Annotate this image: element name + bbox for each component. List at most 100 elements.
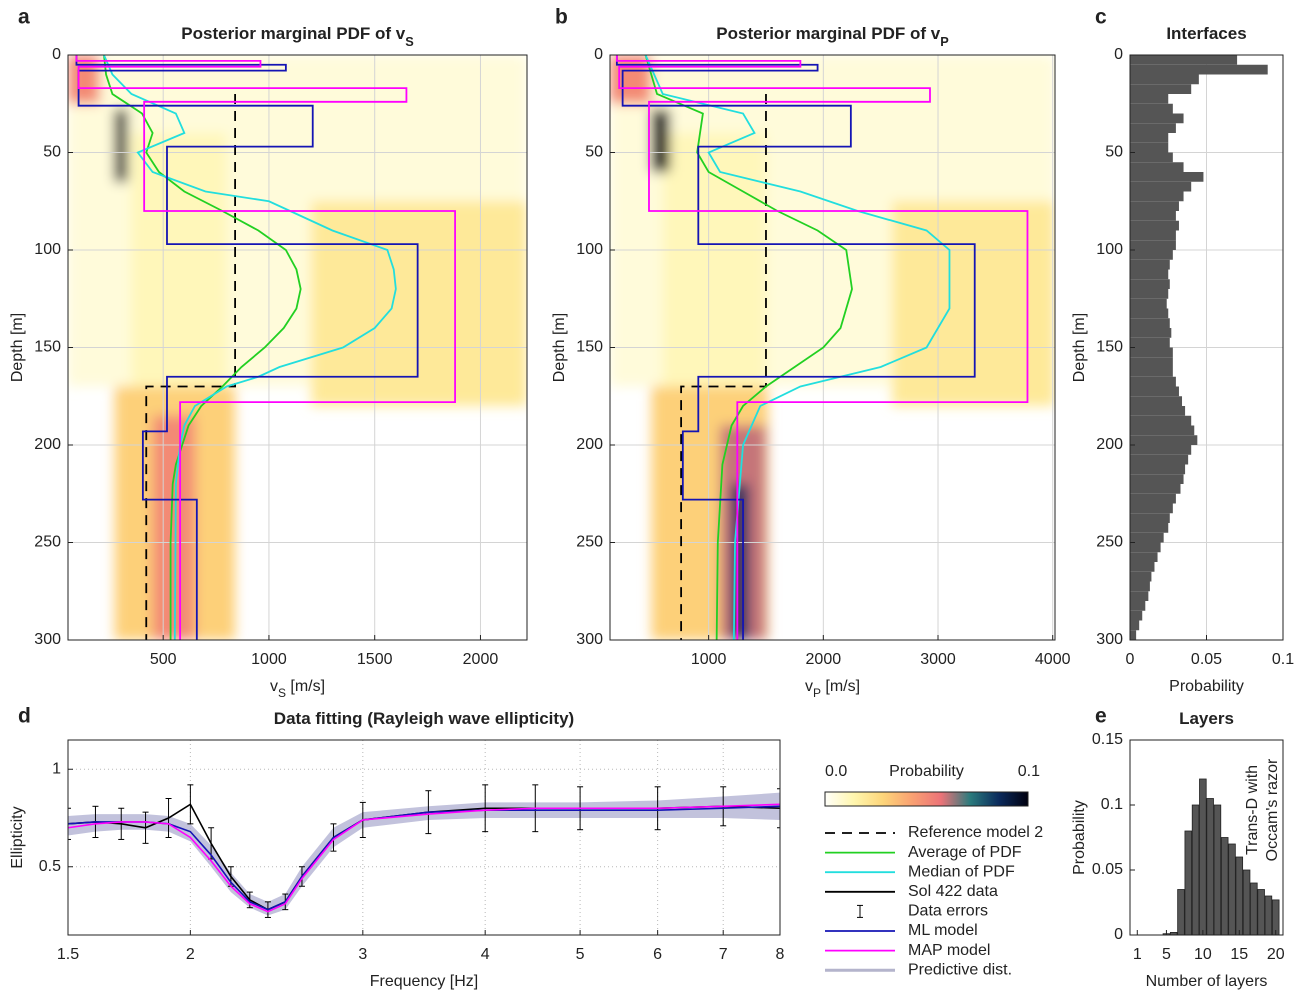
y-tick-label: 0 xyxy=(594,46,603,63)
pdf-cell xyxy=(152,415,195,640)
bar xyxy=(1235,856,1244,935)
x-tick-label: 10 xyxy=(1194,946,1212,963)
histogram-bar xyxy=(1130,152,1173,163)
colorbar-label: Probability xyxy=(889,763,964,780)
x-axis-label-part: S xyxy=(278,686,286,700)
profile-line xyxy=(75,55,456,640)
x-tick-label: 3 xyxy=(358,946,367,963)
chart-title-part: Layers xyxy=(1179,709,1234,728)
x-tick-label: 4 xyxy=(481,946,490,963)
x-axis-label-part: Frequency [Hz] xyxy=(370,973,478,990)
histogram-bar xyxy=(1130,191,1184,202)
y-tick-label: 200 xyxy=(34,436,61,453)
bar xyxy=(1184,830,1193,935)
y-axis-label: Ellipticity xyxy=(9,806,26,868)
chart-title-part: Posterior marginal PDF of v xyxy=(181,24,405,43)
bar xyxy=(1264,895,1273,935)
x-axis-label: Number of layers xyxy=(1146,973,1268,990)
bar xyxy=(1206,798,1214,935)
plot-content xyxy=(610,55,1055,640)
panel-letter: c xyxy=(1095,6,1107,29)
legend-label: Average of PDF xyxy=(908,844,1022,861)
histogram-bar xyxy=(1130,123,1176,133)
histogram-bar xyxy=(1130,493,1176,504)
chart-title: Data fitting (Rayleigh wave ellipticity) xyxy=(274,709,574,728)
pdf-cell xyxy=(68,55,100,104)
chart-title-part: Posterior marginal PDF of v xyxy=(716,24,940,43)
colorbar xyxy=(824,791,1029,807)
y-axis-label: Probability xyxy=(1071,800,1088,875)
profile-line xyxy=(615,55,1029,640)
bar xyxy=(1271,899,1280,935)
profile-line xyxy=(644,55,951,640)
histogram-bar xyxy=(1130,201,1179,211)
y-tick-label: 100 xyxy=(576,241,603,258)
histogram-bar xyxy=(1130,172,1204,182)
chart-title: Interfaces xyxy=(1166,24,1246,43)
histogram-bar xyxy=(1130,513,1170,523)
panel-letter: d xyxy=(18,705,31,728)
y-axis-label: Depth [m] xyxy=(9,313,26,382)
histogram-bar xyxy=(1130,620,1140,631)
y-tick-label: 150 xyxy=(1096,339,1123,356)
y-tick-label: 200 xyxy=(576,436,603,453)
x-tick-label: 0.05 xyxy=(1191,651,1222,668)
y-tick-label: 300 xyxy=(1096,631,1123,648)
histogram-bar xyxy=(1130,259,1170,270)
y-axis-label: Depth [m] xyxy=(551,313,568,382)
error-bar xyxy=(777,788,780,829)
histogram-bar xyxy=(1130,367,1173,377)
histogram-bar xyxy=(1130,630,1137,640)
histogram-bar xyxy=(1130,181,1192,192)
histogram-bar xyxy=(1130,289,1169,299)
profile-line xyxy=(75,55,419,640)
histogram-bar xyxy=(1130,55,1238,65)
histogram-bar xyxy=(1130,347,1173,358)
histogram-bar xyxy=(1130,591,1149,601)
x-tick-label: 2 xyxy=(186,946,195,963)
axes-frame xyxy=(1129,54,1284,641)
axes-frame xyxy=(67,54,528,641)
histogram-bar xyxy=(1130,610,1143,621)
x-tick-label: 7 xyxy=(719,946,728,963)
x-axis-label: vS [m/s] xyxy=(270,678,325,700)
y-tick-label: 50 xyxy=(43,144,61,161)
bar xyxy=(1191,804,1200,935)
bar xyxy=(1250,882,1258,935)
y-tick-label: 0 xyxy=(1114,46,1123,63)
histogram-bar xyxy=(1130,103,1173,114)
x-axis-label-part: Number of layers xyxy=(1146,973,1268,990)
histogram-bar xyxy=(1130,571,1152,582)
x-tick-label: 6 xyxy=(653,946,662,963)
bar xyxy=(1220,837,1229,935)
chart-title: Posterior marginal PDF of vS xyxy=(181,24,413,48)
y-tick-label: 1 xyxy=(52,760,61,777)
histogram-bar xyxy=(1130,220,1179,231)
panel-letter: b xyxy=(555,6,568,29)
profile-line xyxy=(615,55,976,640)
y-tick-label: 200 xyxy=(1096,436,1123,453)
y-tick-label: 250 xyxy=(1096,534,1123,551)
plot-content xyxy=(68,55,527,640)
x-axis-label-part: Probability xyxy=(1169,678,1244,695)
histogram-bar xyxy=(1130,337,1170,348)
histogram-bar xyxy=(1130,464,1186,475)
histogram-bar xyxy=(1130,240,1176,250)
pdf-cell xyxy=(662,133,766,387)
x-axis-label-part: v xyxy=(270,678,278,695)
panel-letter: a xyxy=(18,6,30,29)
histogram-bar xyxy=(1130,211,1176,221)
bar xyxy=(1177,889,1185,935)
x-tick-label: 15 xyxy=(1230,946,1248,963)
profile-line xyxy=(103,55,302,640)
panel-letter: e xyxy=(1095,705,1107,728)
x-tick-label: 1 xyxy=(1133,946,1142,963)
histogram-bar xyxy=(1130,523,1169,533)
axes-frame xyxy=(1129,739,1284,936)
legend-label: Reference model 2 xyxy=(908,824,1043,841)
y-tick-label: 250 xyxy=(34,534,61,551)
bar xyxy=(1199,778,1207,935)
y-tick-label: 0.1 xyxy=(1101,796,1123,813)
